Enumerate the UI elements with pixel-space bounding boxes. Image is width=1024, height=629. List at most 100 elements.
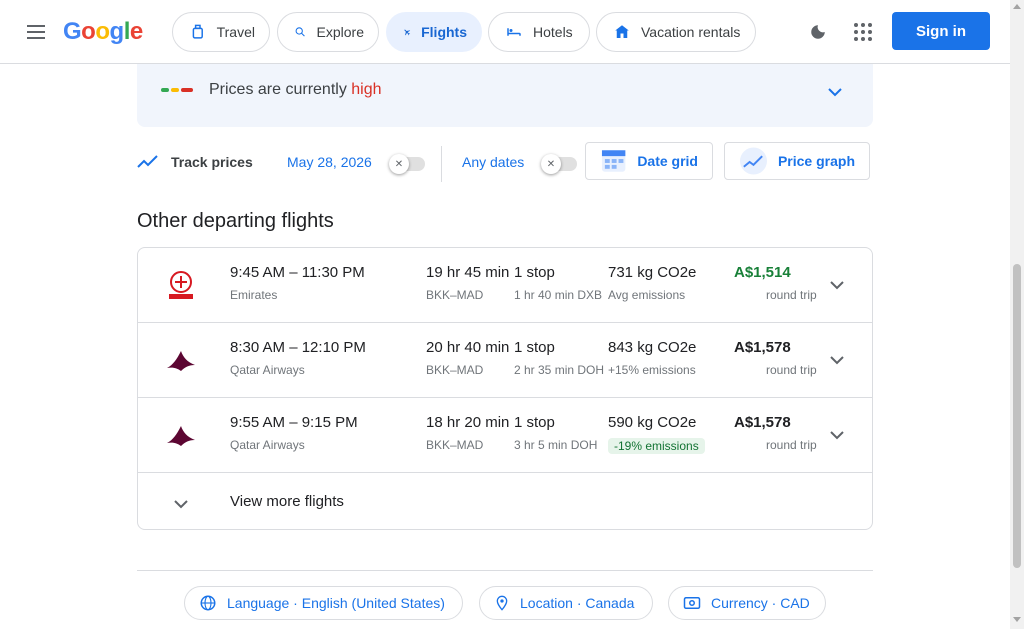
price-insight-prefix: Prices are currently [209,81,352,98]
tab-hotels-label: Hotels [533,24,573,40]
tab-travel-label: Travel [216,24,255,40]
price-insight-expand-button[interactable] [813,70,857,114]
tab-vacation-rentals-label: Vacation rentals [641,24,741,40]
currency-label: Currency · CAD [711,595,810,611]
dark-theme-toggle[interactable] [800,12,836,52]
trip-type: round trip [766,288,817,302]
view-more-label[interactable]: View more flights [230,493,344,510]
calendar-grid-icon [601,150,626,172]
emissions-detail: -19% emissions [608,438,705,454]
track-date-link[interactable]: May 28, 2026 [287,154,372,170]
layover-detail: 3 hr 5 min DOH [514,438,598,452]
qatar-airways-logo [162,341,200,379]
flight-row[interactable]: 9:45 AM – 11:30 PM Emirates 19 hr 45 min… [138,248,872,323]
price-insight-banner: Prices are currently high [137,64,873,127]
emirates-logo [162,266,200,304]
airline-name: Qatar Airways [230,363,305,377]
date-grid-button[interactable]: Date grid [585,142,713,180]
tab-explore[interactable]: Explore [277,12,379,52]
flight-row[interactable]: 9:55 AM – 9:15 PM Qatar Airways 18 hr 20… [138,398,872,473]
globe-icon [200,595,216,611]
flight-details-expand-button[interactable] [816,339,858,381]
co2-emissions: 590 kg CO2e [608,414,697,431]
location-label: Location · Canada [520,595,635,611]
flight-details-expand-button[interactable] [816,414,858,456]
airline-name: Qatar Airways [230,438,305,452]
flight-stops: 1 stop [514,339,555,356]
flight-price: A$1,514 [734,264,791,281]
tab-vacation-rentals[interactable]: Vacation rentals [596,12,756,52]
flight-price: A$1,578 [734,414,791,431]
hamburger-icon [27,31,45,33]
flight-duration: 18 hr 20 min [426,414,510,431]
chevron-down-icon [174,500,188,509]
language-button[interactable]: Language · English (United States) [184,586,463,620]
layover-detail: 1 hr 40 min DXB [514,288,603,302]
track-prices-row: Track prices May 28, 2026 ✕ Any dates ✕ … [137,142,873,182]
scroll-up-arrow-icon[interactable] [1013,4,1021,9]
moon-icon [811,25,825,39]
view-more-button[interactable] [160,483,202,525]
flight-details-expand-button[interactable] [816,264,858,306]
tab-explore-label: Explore [316,24,364,40]
airline-name: Emirates [230,288,278,302]
flight-results-list: 9:45 AM – 11:30 PM Emirates 19 hr 45 min… [137,247,873,530]
tab-flights[interactable]: Flights [386,12,482,52]
currency-icon [683,597,701,609]
chevron-down-icon [830,281,844,290]
price-level[interactable]: high [351,81,382,98]
explore-icon [295,27,305,37]
flight-stops: 1 stop [514,264,555,281]
trend-icon [137,155,158,168]
tab-hotels[interactable]: Hotels [488,12,590,52]
page-scrollbar[interactable] [1010,0,1024,629]
price-graph-button[interactable]: Price graph [724,142,870,180]
flight-route: BKK–MAD [426,288,484,302]
trip-type: round trip [766,363,817,377]
flight-duration: 20 hr 40 min [426,339,510,356]
view-more-row[interactable]: View more flights [138,473,872,529]
flight-route: BKK–MAD [426,438,484,452]
google-apps-button[interactable] [843,12,883,52]
price-graph-icon [739,147,768,175]
flight-row[interactable]: 8:30 AM – 12:10 PM Qatar Airways 20 hr 4… [138,323,872,398]
scrollbar-thumb[interactable] [1013,264,1021,568]
currency-button[interactable]: Currency · CAD [668,586,826,620]
any-dates-link[interactable]: Any dates [462,154,525,170]
flight-icon [404,29,411,36]
hotel-icon [507,28,521,36]
section-title: Other departing flights [137,210,334,232]
footer-divider [137,570,873,571]
sign-in-button[interactable]: Sign in [892,12,990,50]
track-date-toggle[interactable]: ✕ [389,154,425,174]
track-prices-label: Track prices [171,154,253,170]
any-dates-toggle[interactable]: ✕ [541,154,577,174]
layover-detail: 2 hr 35 min DOH [514,363,605,377]
top-app-bar: Google Travel Explore Flights Hotels Vac… [0,0,1010,64]
co2-emissions: 843 kg CO2e [608,339,697,356]
qatar-airways-logo [162,416,200,454]
tab-flights-label: Flights [421,24,467,40]
scroll-down-arrow-icon[interactable] [1013,617,1021,622]
price-graph-label: Price graph [777,153,855,169]
apps-grid-icon [854,23,872,41]
co2-emissions: 731 kg CO2e [608,264,697,281]
travel-icon [192,24,203,39]
flight-price: A$1,578 [734,339,791,356]
close-icon: ✕ [389,154,409,174]
emissions-detail: Avg emissions [608,288,686,302]
location-button[interactable]: Location · Canada [479,586,653,620]
flight-times: 8:30 AM – 12:10 PM [230,339,366,356]
chevron-down-icon [830,356,844,365]
flight-stops: 1 stop [514,414,555,431]
chevron-down-icon [830,431,844,440]
google-logo[interactable]: Google [63,18,143,45]
main-menu-button[interactable] [16,12,56,52]
tab-travel[interactable]: Travel [172,12,270,52]
language-label: Language · English (United States) [227,595,445,611]
flight-times: 9:45 AM – 11:30 PM [230,264,365,281]
divider [441,146,442,182]
price-insight-text: Prices are currently high [209,80,382,100]
date-grid-label: Date grid [637,153,698,169]
trip-type: round trip [766,438,817,452]
